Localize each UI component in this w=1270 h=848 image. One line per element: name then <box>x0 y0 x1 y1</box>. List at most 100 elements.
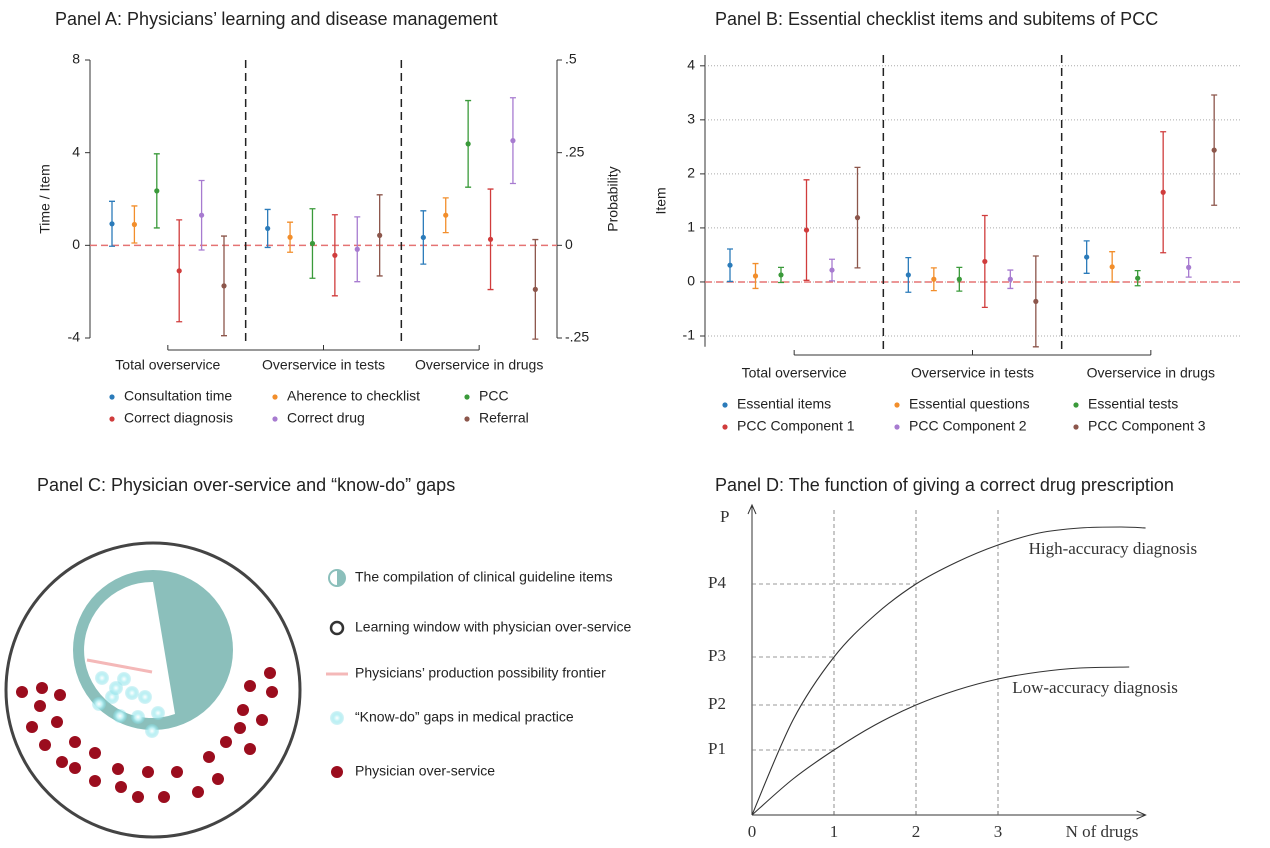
y-tick-label: 2 <box>687 165 695 181</box>
gap-dot <box>131 710 145 724</box>
point <box>265 225 271 232</box>
legend-label: Essential tests <box>1088 396 1178 412</box>
overservice-dot <box>212 773 224 785</box>
point <box>931 276 937 282</box>
legend-icon <box>331 766 343 778</box>
y-tick-label: -1 <box>683 327 696 343</box>
y-tick-label: 4 <box>687 57 695 73</box>
point <box>1109 264 1115 270</box>
y-tick-label: 4 <box>72 143 80 159</box>
point <box>377 232 383 238</box>
x-tick-label: Overservice in drugs <box>1087 365 1215 381</box>
legend-label: Aherence to checklist <box>287 388 420 404</box>
overservice-dot <box>171 766 183 778</box>
y-axis-label: Time / Item <box>37 164 53 234</box>
overservice-dot <box>266 686 278 698</box>
panel-d: P N of drugs 0 1 2 3 P1 P2 P3 P4 High-accuracy dia… <box>708 503 1197 841</box>
point <box>443 212 449 218</box>
legend-icon <box>337 570 345 586</box>
y-tick-label: -4 <box>68 329 81 345</box>
legend-marker <box>272 416 278 422</box>
point <box>131 221 137 228</box>
legend-marker <box>722 424 728 430</box>
point <box>778 272 784 278</box>
legend-label: Essential items <box>737 396 831 412</box>
y-tick-label: P4 <box>708 573 726 592</box>
legend-marker <box>109 416 115 422</box>
y-axis <box>747 503 757 815</box>
overservice-dot <box>203 751 215 763</box>
overservice-dot <box>34 700 46 712</box>
learning-window <box>4 541 302 839</box>
overservice-dot <box>234 722 246 734</box>
y-tick-label: P3 <box>708 646 726 665</box>
point <box>803 227 810 233</box>
x-tick-label: Total overservice <box>742 365 847 381</box>
gap-dot <box>145 724 159 738</box>
x-tick-label: 0 <box>748 822 757 841</box>
overservice-dot <box>26 721 38 733</box>
legend-icon <box>329 620 345 636</box>
overservice-dot <box>112 763 124 775</box>
legend-marker <box>894 402 900 408</box>
panel-title: Panel A: Physicians’ learning and diseas… <box>55 9 498 29</box>
y2-tick-label: -.25 <box>565 329 589 345</box>
overservice-dot <box>54 689 66 701</box>
overservice-dot <box>39 739 51 751</box>
overservice-dot <box>89 775 101 787</box>
legend-marker <box>1073 402 1079 408</box>
point <box>1033 298 1039 305</box>
legend-marker <box>1073 424 1079 430</box>
overservice-dot <box>56 756 68 768</box>
legend-label: Physicians’ production possibility front… <box>355 665 606 681</box>
legend-icon <box>330 711 344 725</box>
y-tick-label: 8 <box>72 51 80 67</box>
panel-title: Panel D: The function of giving a correc… <box>715 475 1174 495</box>
y2-tick-label: .25 <box>565 143 585 159</box>
point <box>487 236 494 242</box>
diagram-legend: The compilation of clinical guideline it… <box>326 569 631 779</box>
x-tick-label: Overservice in drugs <box>415 357 543 373</box>
point <box>727 262 733 268</box>
overservice-dot <box>69 762 81 774</box>
point <box>1135 275 1141 281</box>
point <box>956 276 962 282</box>
legend-marker <box>464 394 470 400</box>
point <box>854 215 861 221</box>
panel-title: Panel B: Essential checklist items and s… <box>715 9 1158 29</box>
overservice-dot <box>220 736 232 748</box>
x-axis-label: N of drugs <box>1066 822 1139 841</box>
legend-label: Learning window with physician over-serv… <box>355 619 631 635</box>
overservice-dot <box>264 667 276 679</box>
y-axis-label: P <box>720 507 729 526</box>
point <box>332 252 338 258</box>
legend-label: Consultation time <box>124 388 232 404</box>
point <box>199 212 205 218</box>
gap-dots <box>92 671 165 738</box>
overservice-dot <box>256 714 268 726</box>
y2-axis-label: Probability <box>605 166 621 231</box>
point <box>354 246 360 252</box>
overservice-dot <box>16 686 28 698</box>
y2-tick-label: .5 <box>565 51 577 67</box>
point <box>420 234 426 241</box>
gap-dot <box>95 671 109 685</box>
overservice-dot <box>89 747 101 759</box>
curve <box>751 526 1146 816</box>
legend-label: PCC Component 1 <box>737 418 855 434</box>
point <box>982 258 988 265</box>
x-tick-label: 3 <box>994 822 1003 841</box>
legend-label: Correct drug <box>287 410 365 426</box>
point <box>287 234 293 240</box>
point <box>109 221 115 227</box>
gap-dot <box>151 706 165 720</box>
gap-dot <box>117 672 131 686</box>
x-tick-label: 1 <box>830 822 839 841</box>
overservice-dots <box>16 667 278 803</box>
overservice-dot <box>69 736 81 748</box>
point <box>532 286 538 292</box>
point <box>176 268 182 274</box>
gap-dot <box>138 690 152 704</box>
